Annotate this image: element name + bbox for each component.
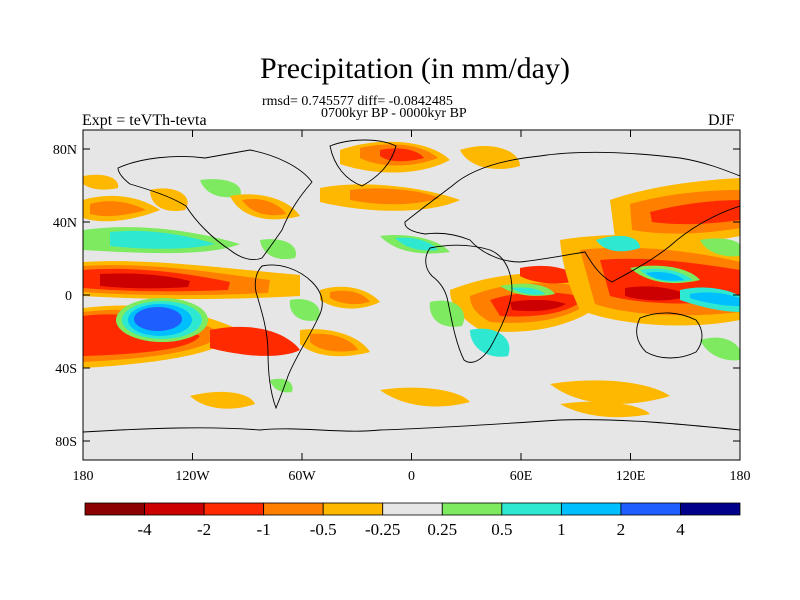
colorbar-label: 1 — [557, 520, 566, 539]
colorbar-swatch — [322, 502, 384, 516]
anomaly-region — [690, 292, 740, 306]
africa-coast — [425, 244, 513, 363]
anomaly-region — [646, 271, 684, 281]
colorbar-label: -1 — [257, 520, 271, 539]
y-tick-label: 40S — [55, 362, 77, 377]
colorbar-swatch — [203, 502, 265, 516]
colorbar-swatch — [382, 502, 443, 516]
anomaly-region — [512, 287, 545, 295]
x-tick-label: 180 — [73, 469, 94, 484]
anomaly-region — [260, 239, 296, 260]
season-label: DJF — [708, 112, 735, 129]
anomaly-region — [190, 391, 255, 409]
colorbar-swatch — [84, 502, 145, 516]
colorbar-swatch — [263, 502, 324, 516]
anomaly-region — [100, 273, 190, 289]
anomaly-region — [90, 201, 146, 217]
y-tick-label: 80S — [55, 435, 77, 450]
anomaly-region — [380, 387, 470, 407]
colorbar-label: 0.25 — [427, 520, 457, 539]
north-america-coast — [117, 149, 313, 261]
precip-map — [83, 130, 740, 460]
anomaly-region — [242, 198, 286, 216]
colorbar-swatch — [441, 502, 503, 516]
anomaly-region — [150, 188, 188, 212]
eurasia-coast — [404, 151, 740, 283]
anomaly-region — [310, 333, 358, 352]
x-tick-label: 60E — [510, 469, 533, 484]
x-tick-label: 120E — [616, 469, 646, 484]
colorbar-swatch — [680, 502, 741, 516]
anomaly-region — [210, 326, 300, 356]
anomaly-region — [83, 174, 119, 190]
anomaly-region — [134, 307, 182, 331]
anomaly-region — [470, 328, 510, 357]
colorbar-label: -2 — [197, 520, 211, 539]
coastlines — [83, 139, 740, 460]
y-axis — [83, 148, 740, 442]
anomaly-region — [289, 299, 320, 321]
anomaly-region — [350, 188, 440, 205]
anomaly-region — [510, 299, 566, 312]
y-tick-label: 40N — [53, 216, 77, 231]
anomaly-region — [700, 337, 740, 361]
colorbar-swatch — [560, 502, 622, 516]
australia-coast — [636, 312, 703, 359]
y-tick-label: 0 — [65, 289, 72, 304]
stats-line: rmsd= 0.745577 diff= -0.0842485 — [262, 94, 453, 109]
south-america-coast — [254, 264, 323, 410]
experiment-label: Expt = teVTh-tevta — [82, 112, 207, 129]
antarctica-coast — [83, 419, 740, 460]
colorbar-label: 2 — [617, 520, 626, 539]
anomaly-region — [596, 235, 640, 252]
colorbar-swatch — [144, 502, 205, 516]
anomaly-region — [550, 380, 670, 404]
anomaly-region — [520, 265, 580, 284]
anomaly-region — [700, 238, 740, 257]
anomaly-region — [650, 200, 740, 225]
anomaly-region — [460, 145, 520, 169]
x-tick-label: 120W — [175, 469, 210, 484]
colorbar-label: 4 — [676, 520, 685, 539]
anomaly-region — [270, 378, 293, 393]
anomaly-region — [200, 179, 241, 198]
x-axis — [82, 130, 741, 460]
period-line: 0700kyr BP - 0000kyr BP — [321, 106, 467, 121]
y-tick-labels: 80N 40N 0 40S 80S — [53, 143, 77, 450]
anomaly-region — [110, 230, 215, 249]
colorbar-swatch — [620, 502, 681, 516]
colorbar-swatch — [501, 502, 562, 516]
greenland-coast — [329, 139, 397, 187]
colorbar-label: -4 — [137, 520, 152, 539]
anomaly-region — [395, 237, 438, 251]
plot-title: Precipitation (in mm/day) — [260, 52, 570, 85]
anomaly-region — [560, 401, 650, 418]
x-tick-label: 180 — [730, 469, 751, 484]
x-tick-label: 60W — [288, 469, 316, 484]
anomaly-region — [429, 300, 465, 327]
anomaly-region — [625, 286, 690, 301]
x-tick-label: 0 — [408, 469, 415, 484]
colorbar-label: -0.25 — [365, 520, 400, 539]
colorbar-label: 0.5 — [491, 520, 512, 539]
colorbar-label: -0.5 — [310, 520, 337, 539]
x-tick-labels: 180 120W 60W 0 60E 120E 180 — [73, 469, 751, 484]
anomaly-region — [330, 290, 370, 305]
colorbar: -4 -2 -1 -0.5 -0.25 0.25 0.5 1 2 4 — [84, 502, 741, 539]
y-tick-label: 80N — [53, 143, 77, 158]
